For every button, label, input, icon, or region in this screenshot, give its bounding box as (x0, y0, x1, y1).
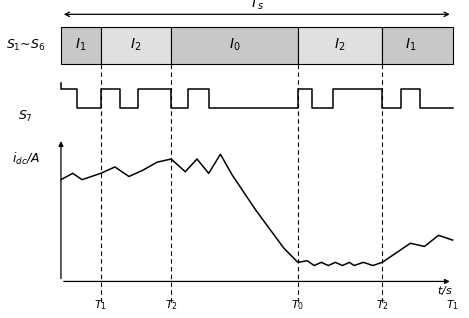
Text: $T_1$: $T_1$ (446, 298, 459, 312)
Text: $S_7$: $S_7$ (18, 108, 33, 124)
Bar (61, 27, 101, 64)
Bar (171, 27, 298, 64)
Bar (101, 27, 171, 64)
Text: $T_2$: $T_2$ (165, 298, 178, 312)
Text: $I_2$: $I_2$ (130, 37, 142, 53)
Text: $T_1$: $T_1$ (94, 298, 107, 312)
Text: $I_1$: $I_1$ (75, 37, 86, 53)
Bar (382, 27, 453, 64)
Text: $I_1$: $I_1$ (405, 37, 416, 53)
Text: $T_2$: $T_2$ (376, 298, 389, 312)
Text: $t$/s: $t$/s (437, 285, 453, 297)
Bar (298, 27, 382, 64)
Text: $T_0$: $T_0$ (291, 298, 304, 312)
Text: $I_2$: $I_2$ (334, 37, 346, 53)
Text: $S_1$~$S_6$: $S_1$~$S_6$ (6, 38, 45, 53)
Text: $T_s$: $T_s$ (250, 0, 265, 12)
Text: $i_{dc}$/A: $i_{dc}$/A (12, 151, 40, 167)
Text: $I_0$: $I_0$ (229, 37, 240, 53)
